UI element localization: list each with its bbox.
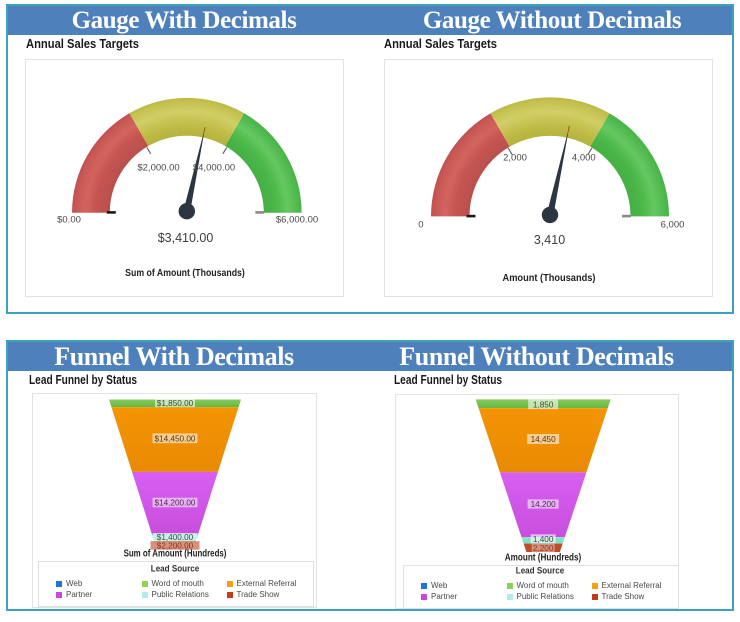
svg-text:$1,850.00: $1,850.00 (157, 399, 194, 408)
svg-text:1,400: 1,400 (533, 535, 554, 544)
svg-text:1,850: 1,850 (533, 400, 554, 409)
svg-text:2,200: 2,200 (533, 544, 554, 553)
svg-text:$1,400.00: $1,400.00 (157, 533, 194, 542)
svg-text:14,450: 14,450 (531, 435, 556, 444)
svg-text:$14,200.00: $14,200.00 (155, 499, 196, 508)
svg-text:$2,200.00: $2,200.00 (157, 541, 194, 550)
svg-text:$14,450.00: $14,450.00 (155, 434, 196, 443)
svg-text:14,200: 14,200 (531, 500, 556, 509)
